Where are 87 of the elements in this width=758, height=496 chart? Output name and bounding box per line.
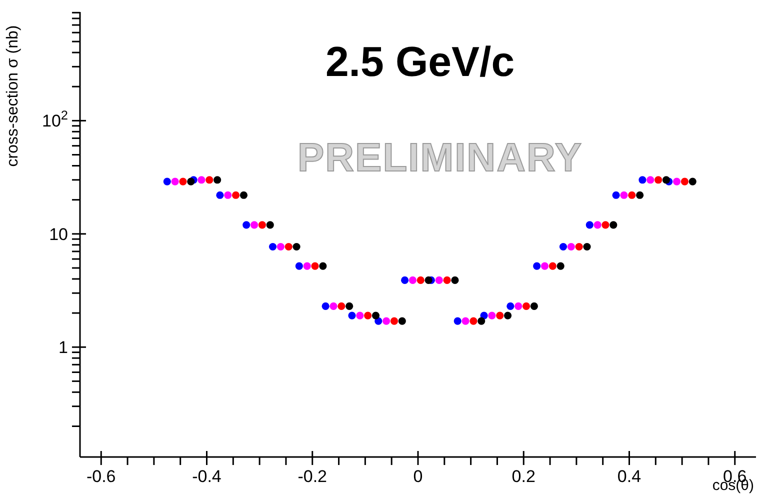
point: [583, 242, 591, 251]
point: [478, 317, 486, 325]
point: [567, 242, 575, 251]
point: [338, 302, 346, 310]
x-tick-label: -0.6: [86, 467, 116, 486]
point: [540, 262, 549, 270]
y-axis-title: cross-section σ (nb): [5, 25, 23, 167]
point: [470, 317, 478, 325]
point: [594, 221, 602, 229]
point: [530, 302, 538, 310]
point: [206, 176, 214, 184]
point: [398, 317, 406, 325]
point: [268, 242, 277, 251]
point: [216, 191, 224, 199]
point: [556, 262, 564, 270]
x-tick-label: -0.4: [192, 467, 222, 486]
point: [424, 276, 432, 284]
point: [443, 276, 451, 284]
point: [514, 302, 522, 310]
point: [638, 176, 646, 184]
point: [382, 317, 390, 325]
point: [364, 312, 372, 320]
point: [179, 178, 187, 186]
point: [330, 302, 338, 310]
point: [646, 176, 654, 184]
point: [250, 221, 258, 229]
point: [322, 302, 330, 310]
point: [462, 317, 470, 325]
x-tick-label: 0.2: [512, 467, 536, 486]
point: [242, 221, 250, 229]
point: [232, 191, 240, 199]
point: [548, 262, 556, 270]
point: [266, 221, 274, 229]
point: [496, 312, 504, 320]
point: [610, 221, 618, 229]
point: [214, 176, 222, 184]
point: [295, 262, 303, 270]
point: [284, 242, 292, 251]
point: [258, 221, 266, 229]
x-tick-label: -0.2: [298, 467, 328, 486]
y-tick-label: 10: [49, 224, 68, 244]
x-tick-label: 0.4: [617, 467, 642, 486]
point: [372, 312, 380, 320]
point: [292, 242, 300, 251]
point: [348, 312, 356, 320]
point: [454, 317, 462, 325]
point: [533, 262, 541, 270]
point: [628, 191, 636, 199]
point: [240, 191, 248, 199]
point: [451, 276, 459, 284]
point: [522, 302, 530, 310]
point: [636, 191, 644, 199]
point: [408, 276, 417, 284]
point: [672, 178, 681, 186]
point: [612, 191, 620, 199]
point: [435, 276, 443, 284]
text: 2.5 GeV/c: [324, 38, 516, 86]
point: [504, 312, 512, 320]
point: [171, 178, 179, 186]
point: [654, 176, 662, 184]
y-tick-label: 10$^{2}$: [42, 107, 68, 131]
point: [680, 178, 689, 186]
point: [602, 221, 610, 229]
point: [163, 178, 171, 186]
point: [198, 176, 206, 184]
point: [390, 317, 398, 325]
point: [506, 302, 514, 310]
y-tick-label: 1: [58, 338, 68, 358]
point: [346, 302, 354, 310]
point: [400, 276, 409, 284]
point: [187, 178, 195, 186]
point: [276, 242, 284, 251]
point: [311, 262, 319, 270]
point: [575, 242, 583, 251]
point: [224, 191, 232, 199]
point: [303, 262, 311, 270]
point: [356, 312, 364, 320]
point: [319, 262, 327, 270]
point: [416, 276, 424, 284]
point: [559, 242, 568, 251]
point: [488, 312, 496, 320]
point: [620, 191, 628, 199]
point: [586, 221, 594, 229]
annotation: PRELIMINARY: [296, 136, 584, 181]
point: [688, 178, 696, 186]
x-tick-label: 0: [413, 467, 423, 486]
point: [662, 176, 670, 184]
